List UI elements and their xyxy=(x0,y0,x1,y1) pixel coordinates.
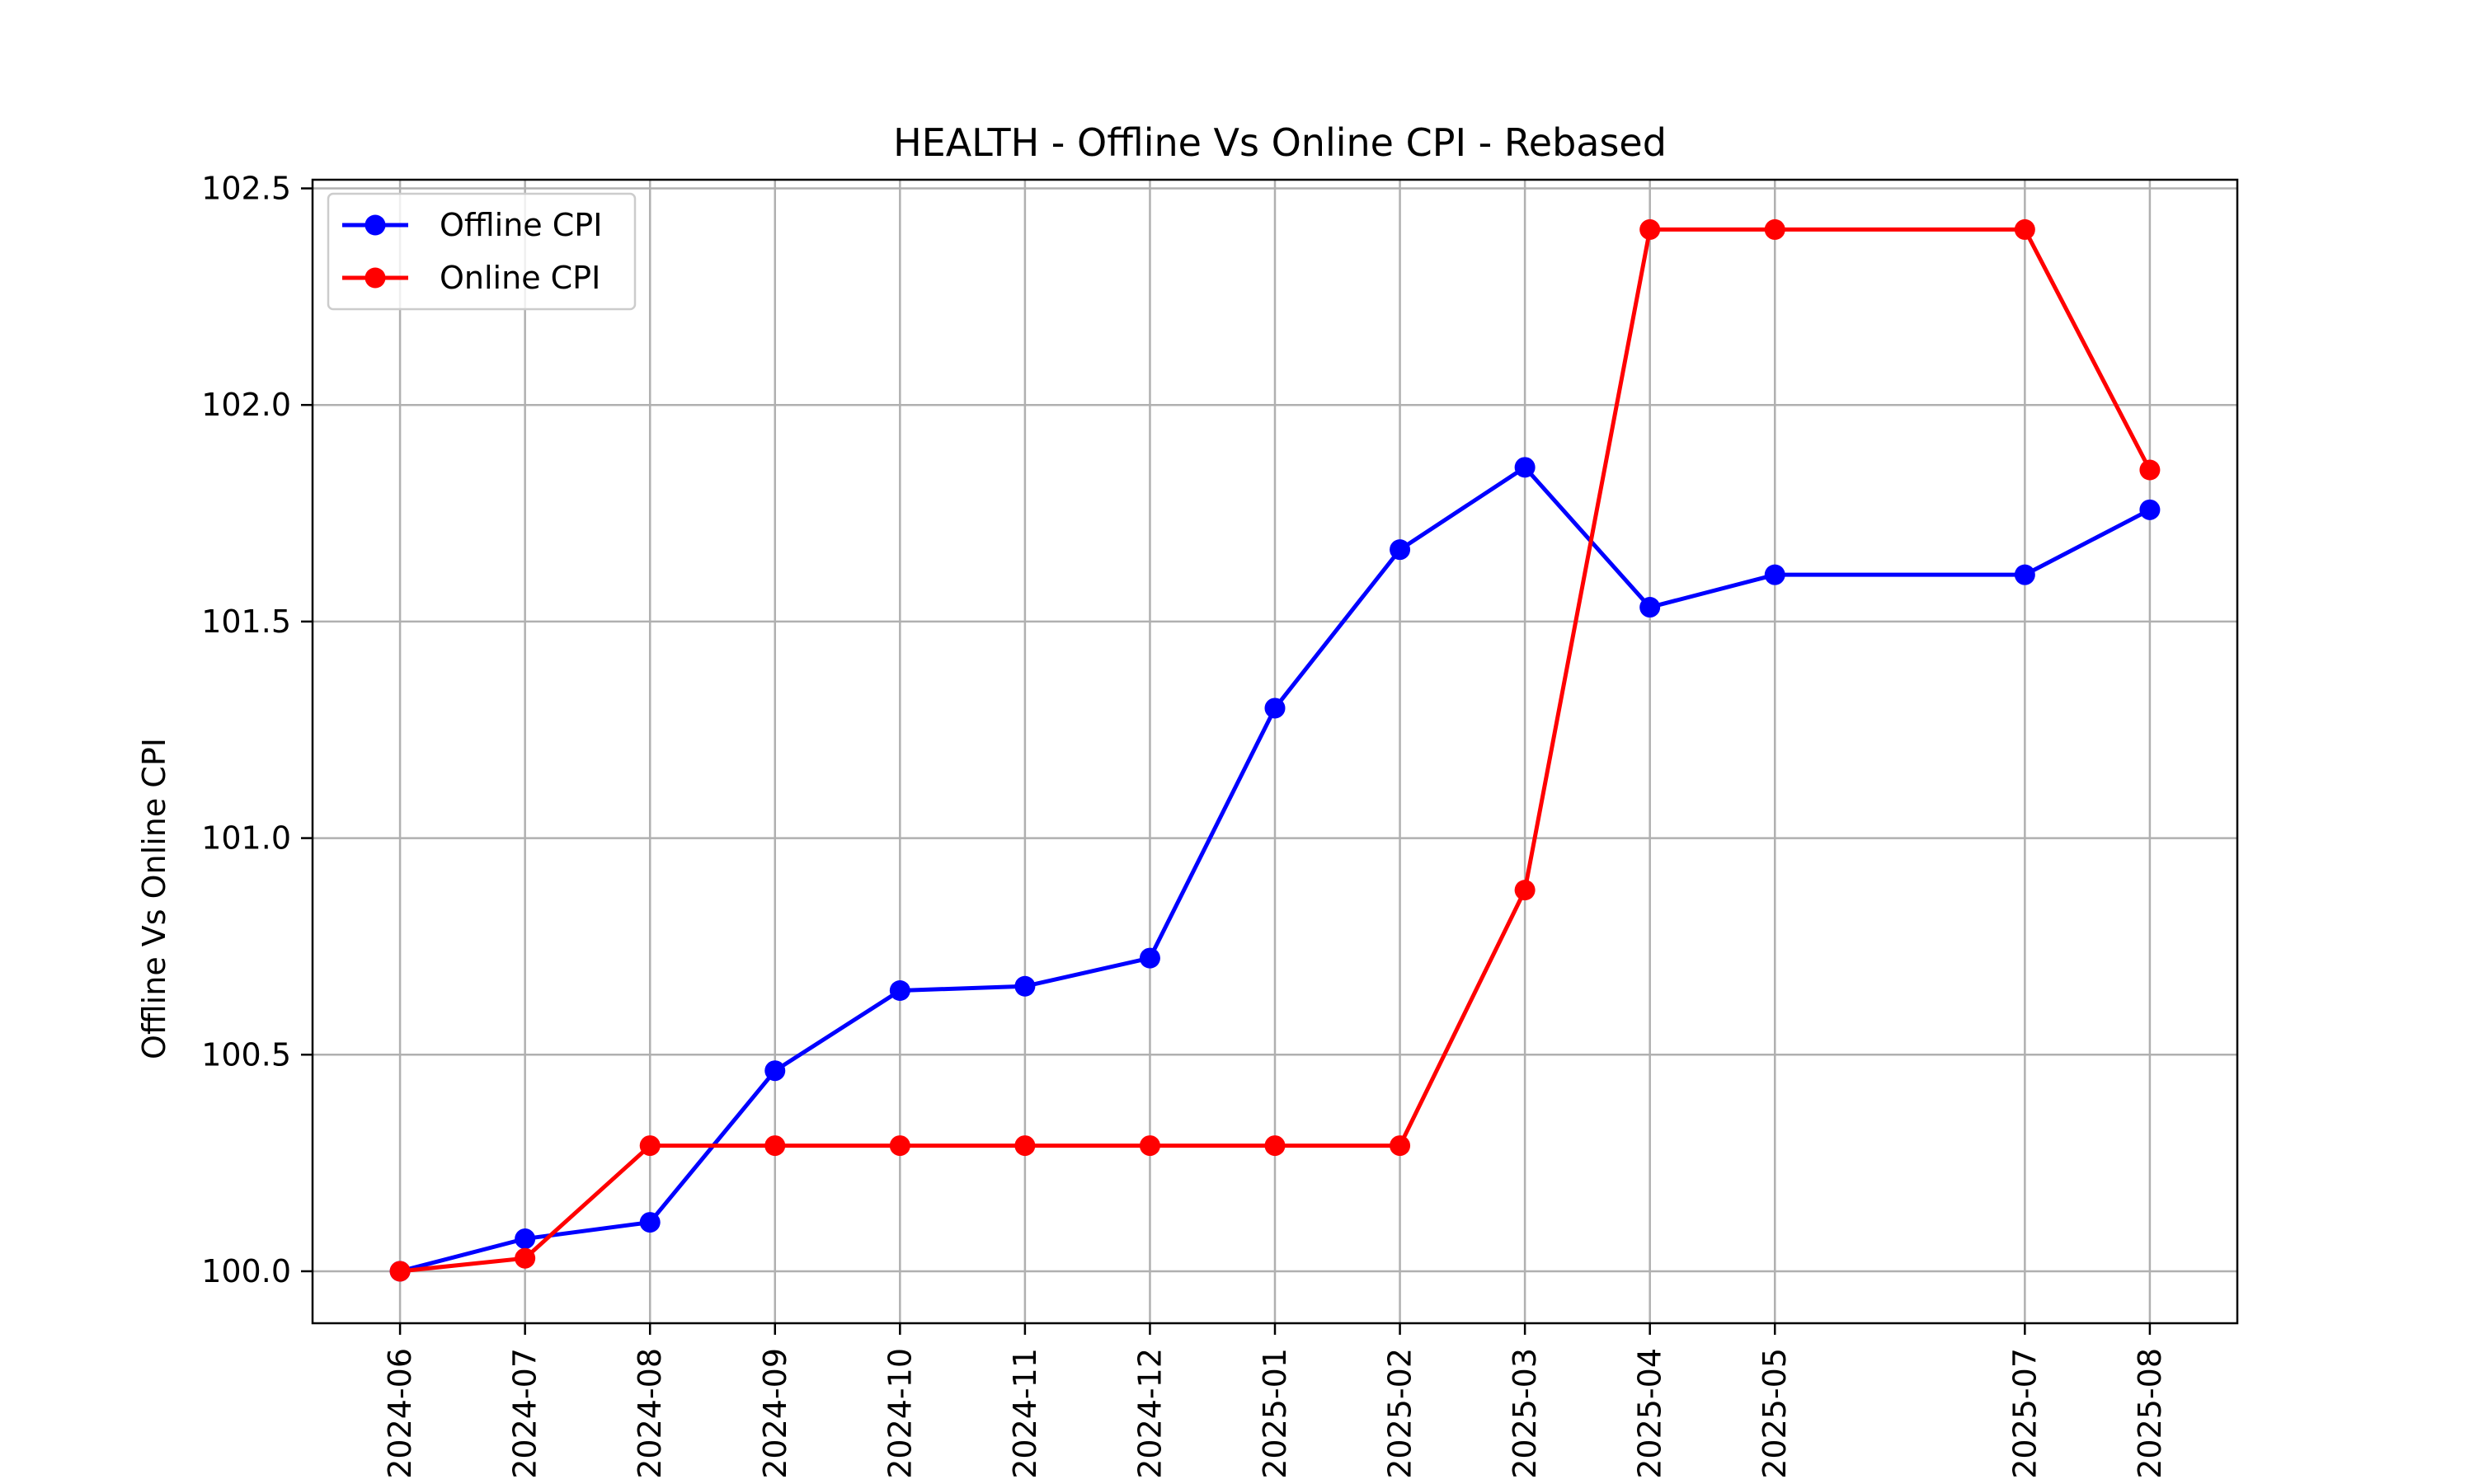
legend-label: Offline CPI xyxy=(440,207,602,243)
data-point xyxy=(515,1247,536,1269)
data-point xyxy=(639,1212,661,1233)
y-tick-label: 101.0 xyxy=(201,820,291,857)
legend-box xyxy=(327,192,637,311)
data-point xyxy=(1390,539,1411,561)
data-point xyxy=(889,1135,910,1157)
data-point xyxy=(1639,218,1661,240)
data-point xyxy=(1514,880,1536,901)
data-point xyxy=(1014,1135,1036,1157)
x-tick-label: 2024-10 xyxy=(882,1348,918,1479)
legend-marker xyxy=(365,214,386,236)
data-point xyxy=(1764,218,1785,240)
y-tick-label: 102.5 xyxy=(201,171,291,207)
data-point xyxy=(1390,1135,1411,1157)
series-1 xyxy=(389,218,2161,1282)
data-point xyxy=(764,1060,786,1082)
y-axis-label: Offline Vs Online CPI xyxy=(136,738,172,1059)
data-point xyxy=(515,1228,536,1250)
data-point xyxy=(2014,218,2035,240)
series-group xyxy=(389,218,2161,1282)
x-tick-label: 2025-01 xyxy=(1257,1348,1293,1479)
x-tick-label: 2024-11 xyxy=(1007,1348,1043,1479)
data-point xyxy=(389,1261,411,1282)
x-tick-label: 2024-07 xyxy=(507,1348,543,1479)
data-point xyxy=(1139,947,1160,969)
legend-label: Online CPI xyxy=(440,260,600,296)
data-point xyxy=(889,980,910,1002)
data-point xyxy=(1764,564,1785,585)
data-point xyxy=(1264,1135,1286,1157)
x-tick-label: 2024-06 xyxy=(382,1348,418,1479)
x-tick-label: 2025-02 xyxy=(1382,1348,1418,1479)
series-line xyxy=(399,227,2152,1274)
data-point xyxy=(2139,499,2161,520)
axes: 2024-06 2024-07 2024-08 2024-09 2024-10 2024-… xyxy=(201,171,2168,1479)
x-tick-label: 2024-12 xyxy=(1131,1348,1168,1479)
legend-marker xyxy=(365,267,386,289)
x-tick-label: 2025-04 xyxy=(1632,1348,1668,1479)
data-point xyxy=(1014,975,1036,997)
data-point xyxy=(1139,1135,1160,1157)
y-tick-label: 100.0 xyxy=(201,1253,291,1289)
data-point xyxy=(1514,457,1536,478)
data-point xyxy=(2139,459,2161,481)
grid xyxy=(313,180,2237,1323)
data-point xyxy=(764,1135,786,1157)
data-point xyxy=(1639,597,1661,618)
x-tick-label: 2024-08 xyxy=(632,1348,668,1479)
data-point xyxy=(1264,697,1286,719)
y-tick-label: 100.5 xyxy=(201,1036,291,1073)
x-tick-label: 2025-03 xyxy=(1507,1348,1543,1479)
chart-title: HEALTH - Offline Vs Online CPI - Rebased xyxy=(893,120,1667,165)
x-tick-label: 2025-07 xyxy=(2006,1348,2043,1479)
data-point xyxy=(639,1135,661,1157)
y-tick-label: 101.5 xyxy=(201,603,291,640)
y-tick-label: 102.0 xyxy=(201,387,291,423)
x-tick-label: 2024-09 xyxy=(757,1348,793,1479)
legend: Offline CPI Online CPI xyxy=(327,192,637,311)
series-0 xyxy=(389,457,2161,1282)
x-tick-label: 2025-08 xyxy=(2132,1348,2168,1479)
x-tick-label: 2025-05 xyxy=(1757,1348,1793,1479)
series-line xyxy=(399,465,2152,1274)
data-point xyxy=(2014,564,2035,585)
